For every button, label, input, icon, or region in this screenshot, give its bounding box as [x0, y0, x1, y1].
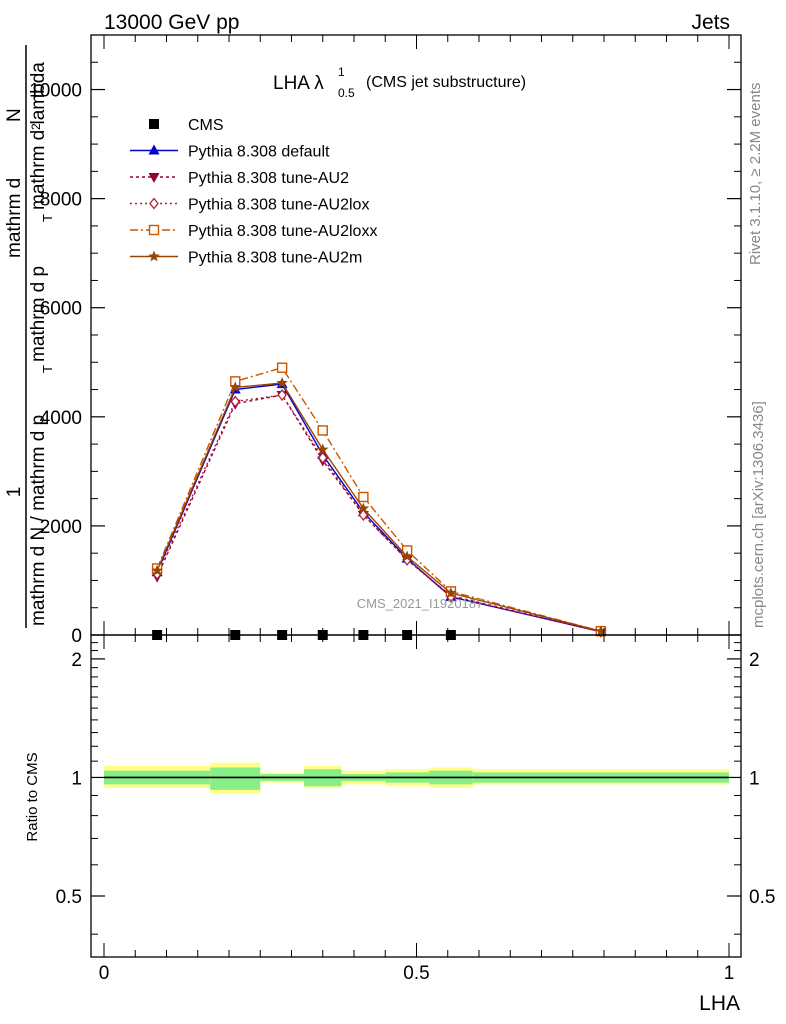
title-subscript: 0.5	[338, 86, 355, 100]
ylabel-lambda-text: mathrm d lambda	[28, 62, 49, 210]
y-tick-label: 0	[71, 626, 82, 647]
legend-label: Pythia 8.308 tune-AU2loxx	[188, 223, 377, 240]
ylabel-numerator-1: 1	[4, 487, 25, 498]
data-point-pythia-8-308-tune-au2m	[595, 625, 607, 637]
title-superscript: 1	[338, 65, 345, 79]
x-tick-label: 0.5	[403, 963, 429, 984]
legend-marker	[148, 224, 160, 236]
main-plot: 0 2000 4000 6000 8000 10000 CMS_2021_I1920187…	[4, 34, 742, 647]
legend-entry-pythia-8-308-tune-au2: Pythia 8.308 tune-AU2	[130, 170, 349, 187]
series-line-pythia-8-308-default	[156, 383, 602, 633]
legend-label: Pythia 8.308 tune-AU2m	[188, 250, 362, 267]
x-axis-label: LHA	[699, 992, 740, 1015]
legend-marker	[149, 197, 159, 210]
legend-label: Pythia 8.308 default	[188, 144, 330, 161]
data-point-pythia-8-308-tune-au2m	[276, 377, 288, 388]
x-tick-label: 1	[724, 963, 735, 984]
chart-title: LHA λ 1 0.5 (CMS jet substructure)	[273, 65, 526, 100]
ratio-plot: 0.5 0.5 1 1 2 2 0 0.5 1 Ratio to CMS LHA	[24, 634, 775, 1015]
legend-entry-pythia-8-308-tune-au2loxx: Pythia 8.308 tune-AU2loxx	[130, 223, 377, 240]
ratio-y-tick-label-right: 2	[749, 650, 760, 671]
data-point-pythia-8-308-tune-au2lox	[277, 388, 287, 402]
data-point-pythia-8-308-tune-au2m	[357, 502, 370, 514]
ylabel-numerator-n: N	[4, 108, 25, 122]
data-point-pythia-8-308-tune-au2lox	[230, 395, 241, 408]
data-point-pythia-8-308-tune-au2m	[151, 564, 163, 576]
ratio-axes: 0.5 0.5 1 1 2 2 0 0.5 1	[56, 635, 775, 984]
rivet-label: Rivet 3.1.10, ≥ 2.2M events	[747, 83, 764, 266]
ylabel-mid-text: mathrm d p	[28, 266, 49, 362]
header-right: Jets	[691, 11, 730, 34]
legend-entry-pythia-8-308-tune-au2lox: Pythia 8.308 tune-AU2lox	[130, 197, 369, 214]
data-point-pythia-8-308-tune-au2loxx	[276, 362, 288, 373]
legend: CMS Pythia 8.308 default Pythia 8.308 tune…	[130, 117, 377, 267]
ylabel-denominator-subscript: T	[40, 365, 55, 373]
data-point-pythia-8-308-tune-au2lox	[358, 508, 369, 522]
header-left: 13000 GeV pp	[104, 11, 239, 34]
y-tick-label: 8000	[40, 190, 82, 211]
ratio-y-tick-label: 2	[71, 650, 82, 671]
ratio-y-tick-label-right: 0.5	[749, 887, 775, 908]
ratio-y-label: Ratio to CMS	[24, 752, 41, 841]
mcplots-label: mcplots.cern.ch [arXiv:1306.3436]	[750, 401, 767, 628]
y-tick-label: 2000	[40, 517, 82, 538]
data-point-pythia-8-308-tune-au2loxx	[358, 491, 369, 503]
data-point-pythia-8-308-tune-au2m	[401, 550, 413, 562]
legend-label: Pythia 8.308 tune-AU2	[188, 170, 349, 187]
ylabel-numerator-superscript: 2	[29, 123, 43, 130]
ratio-y-tick-label: 1	[71, 768, 82, 789]
title-suffix: (CMS jet substructure)	[366, 74, 526, 91]
data-point-pythia-8-308-tune-au2m	[317, 443, 329, 455]
data-point-pythia-8-308-tune-au2loxx	[317, 425, 328, 436]
main-axes: 0 2000 4000 6000 8000 10000	[29, 35, 741, 647]
legend-marker	[148, 173, 160, 183]
series-line-pythia-8-308-tune-au2loxx	[156, 366, 602, 632]
data-point-pythia-8-308-tune-au2m	[229, 381, 241, 393]
main-y-label: 1 mathrm d N / mathrm d p T mathrm d p T…	[4, 45, 55, 628]
data-point-pythia-8-308-tune-au2lox	[317, 451, 328, 464]
legend-label: CMS	[188, 117, 224, 134]
ratio-y-tick-label: 0.5	[56, 887, 82, 908]
legend-entry-pythia-8-308-tune-au2m: Pythia 8.308 tune-AU2m	[130, 250, 362, 267]
data-point-pythia-8-308-tune-au2m	[445, 587, 457, 598]
ratio-frame	[90, 634, 742, 958]
y-tick-label: 10000	[29, 81, 82, 102]
x-tick-label: 0	[99, 963, 110, 984]
legend-entry-cms: CMS	[149, 117, 224, 134]
legend-marker	[148, 250, 160, 262]
legend-entry-pythia-8-308-default: Pythia 8.308 default	[130, 144, 330, 161]
legend-marker	[149, 119, 159, 129]
ratio-y-tick-label-right: 1	[749, 768, 760, 789]
watermark: CMS_2021_I1920187	[357, 596, 484, 611]
legend-marker	[148, 144, 160, 155]
title-main: LHA λ	[273, 73, 324, 94]
series-line-pythia-8-308-tune-au2m	[156, 382, 602, 632]
ratio-band-inner	[210, 767, 261, 790]
ylabel-denominator-text: mathrm d N / mathrm d p	[28, 415, 49, 626]
ylabel-mid-subscript: T	[40, 214, 55, 222]
y-tick-label: 6000	[40, 299, 82, 320]
ylabel-numerator-text: mathrm d	[4, 178, 25, 258]
series-line-pythia-8-308-tune-au2lox	[156, 394, 602, 633]
y-tick-label: 4000	[40, 408, 82, 429]
ratio-uncertainty-bands	[104, 762, 729, 794]
legend-label: Pythia 8.308 tune-AU2lox	[188, 197, 369, 214]
